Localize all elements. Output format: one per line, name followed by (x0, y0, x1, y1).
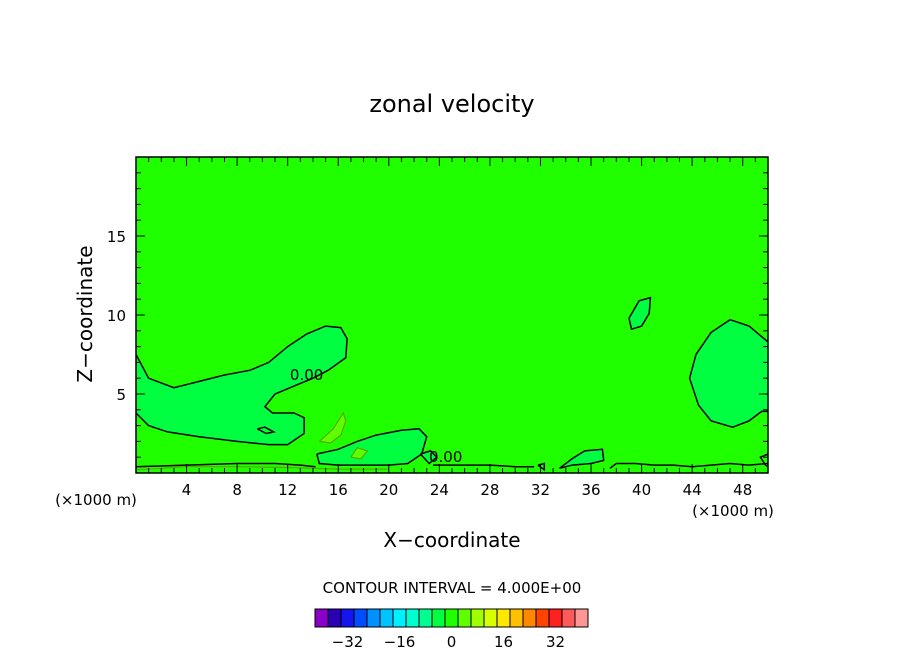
x-tick-label: 12 (278, 481, 297, 499)
x-unit-label: (×1000 m) (692, 502, 774, 520)
colorbar-tick-label: 32 (546, 633, 565, 651)
negative-region-fill (689, 319, 768, 428)
y-axis-label: Z−coordinate (73, 245, 97, 382)
colorbar-swatch (496, 608, 511, 628)
contour-line-zero (537, 462, 546, 472)
colorbar-swatch (457, 608, 472, 628)
colorbar-swatch (470, 608, 485, 628)
contour-interval: CONTOUR INTERVAL = 4.000E+00 (323, 579, 582, 597)
x-tick-label: 32 (531, 481, 550, 499)
contour-label: 0.00 (290, 366, 323, 384)
colorbar-tick-label: 0 (447, 633, 457, 651)
contour-line-zero (135, 462, 316, 468)
y-tick-label: 10 (107, 307, 126, 325)
colorbar-swatch (574, 608, 589, 628)
colorbar-swatch (431, 608, 446, 628)
x-tick-label: 28 (480, 481, 499, 499)
negative-region-fill (136, 326, 348, 445)
contour-line-positive (350, 446, 369, 460)
colorbar-swatch (405, 608, 420, 628)
x-tick-label: 24 (430, 481, 449, 499)
z-unit-label: (×1000 m) (55, 491, 137, 509)
colorbar-swatch (379, 608, 394, 628)
contour-labels: 0.00 0.00 (290, 366, 462, 466)
negative-region-fill (316, 428, 427, 466)
colorbar-tick-label: 16 (494, 633, 513, 651)
colorbar-swatch (483, 608, 498, 628)
plot-background (136, 157, 768, 473)
colorbar-swatch (392, 608, 407, 628)
colorbar-swatch (366, 608, 381, 628)
contour-label: 0.00 (429, 448, 462, 466)
contour-line-zero (558, 448, 605, 470)
colorbar-swatch (314, 608, 329, 628)
x-axis-ticks: 4 8 12 16 20 24 28 32 36 40 44 48 (148, 157, 756, 499)
contour-line-zero (316, 428, 428, 466)
x-tick-label: 4 (182, 481, 192, 499)
contour-line-zero (419, 450, 438, 465)
contour-line-zero (609, 462, 769, 469)
colorbar-swatch (522, 608, 537, 628)
colorbar-tick-label: −32 (332, 633, 364, 651)
y-tick-label: 5 (116, 386, 126, 404)
x-tick-label: 44 (683, 481, 702, 499)
colorbar-swatch (561, 608, 576, 628)
colorbar-swatch (353, 608, 368, 628)
colorbar-swatch (548, 608, 563, 628)
colorbar-swatch (327, 608, 342, 628)
contour-lines (135, 296, 769, 472)
contour-line-zero (688, 318, 769, 428)
colorbar-ticks: −32 −16 0 16 32 (332, 633, 565, 651)
colorbar-tick-label: −16 (384, 633, 416, 651)
colorbar (314, 608, 589, 628)
y-axis-ticks: 5 10 15 (107, 172, 768, 458)
x-tick-label: 8 (232, 481, 242, 499)
colorbar-swatch (509, 608, 524, 628)
contour-line-zero (256, 426, 276, 435)
x-tick-label: 16 (329, 481, 348, 499)
colorbar-swatch (418, 608, 433, 628)
colorbar-swatch (340, 608, 355, 628)
contour-line-positive (135, 466, 389, 471)
colorbar-swatch (535, 608, 550, 628)
contour-line-zero (135, 325, 348, 446)
contour-line-positive (318, 411, 347, 444)
y-tick-label: 15 (107, 228, 126, 246)
x-tick-label: 20 (379, 481, 398, 499)
x-axis-label: X−coordinate (383, 528, 520, 552)
x-tick-label: 40 (632, 481, 651, 499)
chart-title: zonal velocity (369, 90, 534, 118)
contour-line-zero (759, 453, 769, 468)
contour-line-zero (628, 296, 652, 331)
x-tick-label: 36 (581, 481, 600, 499)
negative-region-fill (257, 427, 274, 434)
colorbar-swatch (444, 608, 459, 628)
x-tick-label: 48 (733, 481, 752, 499)
negative-region-fill (629, 297, 651, 330)
negative-region-fill (559, 449, 604, 469)
